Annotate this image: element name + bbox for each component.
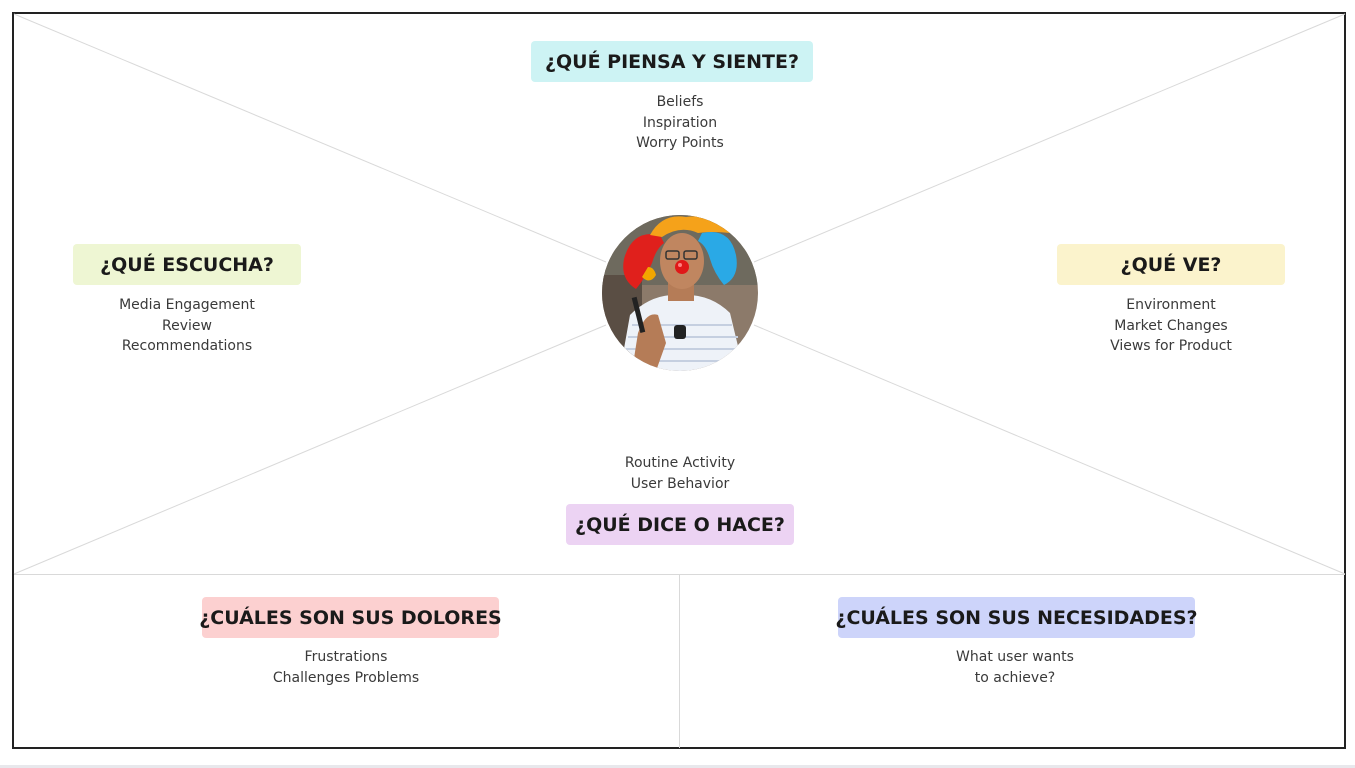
list-item: Recommendations	[121, 338, 253, 354]
list-item: Frustrations	[304, 649, 388, 665]
list-item: to achieve?	[974, 669, 1056, 686]
needs-title: ¿CUÁLES SON SUS NECESIDADES?	[835, 597, 1198, 638]
pains-title: ¿CUÁLES SON SUS DOLORES	[199, 597, 502, 638]
list-item: Inspiration	[642, 114, 718, 131]
window-bottom-edge	[0, 765, 1355, 768]
clown-person-avatar	[602, 215, 758, 371]
list-item: Routine Activity	[624, 455, 736, 471]
think-feel-title: ¿QUÉ PIENSA Y SIENTE?	[531, 41, 813, 82]
list-item: Environment	[1126, 297, 1216, 313]
say-do-title: ¿QUÉ DICE O HACE?	[566, 504, 794, 545]
list-item: Worry Points	[636, 135, 724, 151]
say-do-items: Routine Activity User Behavior	[580, 453, 780, 494]
list-item: Views for Product	[1110, 338, 1232, 354]
see-items: Environment Market Changes Views for Produ…	[1071, 295, 1271, 357]
list-item: Review	[162, 317, 212, 334]
list-item: Challenges Problems	[272, 669, 420, 686]
list-item: Beliefs	[656, 94, 704, 110]
see-title: ¿QUÉ VE?	[1057, 244, 1285, 285]
list-item: Market Changes	[1114, 317, 1228, 334]
hear-title: ¿QUÉ ESCUCHA?	[73, 244, 301, 285]
avatar-icon	[602, 215, 758, 371]
list-item: What user wants	[956, 649, 1074, 665]
list-item: Media Engagement	[119, 297, 255, 313]
list-item: User Behavior	[630, 475, 730, 492]
pains-items: Frustrations Challenges Problems	[246, 647, 446, 688]
needs-items: What user wants to achieve?	[915, 647, 1115, 688]
hear-items: Media Engagement Review Recommendations	[87, 295, 287, 357]
think-feel-items: Beliefs Inspiration Worry Points	[580, 92, 780, 154]
